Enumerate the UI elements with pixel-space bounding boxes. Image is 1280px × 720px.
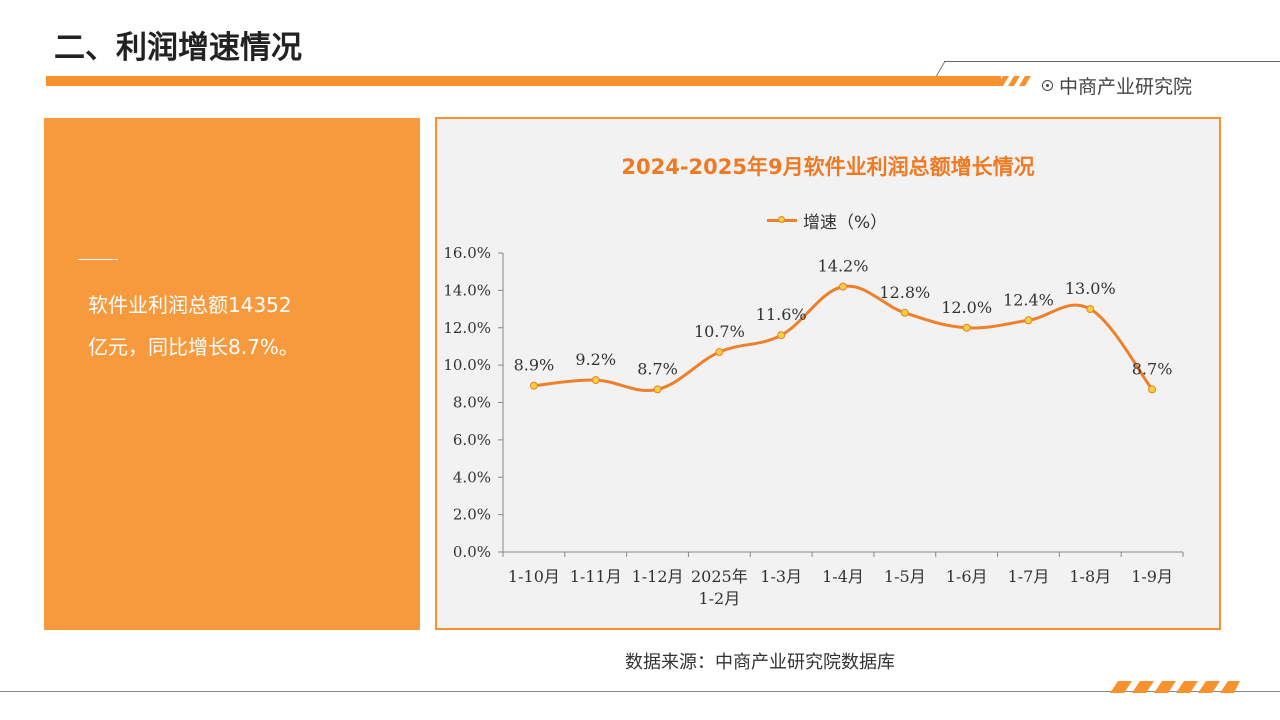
x-tick-label: 1-12月 bbox=[632, 567, 684, 586]
data-point bbox=[1024, 316, 1033, 325]
x-tick-label: 1-7月 bbox=[1008, 567, 1050, 586]
y-tick-label: 16.0% bbox=[443, 244, 491, 262]
y-tick-label: 10.0% bbox=[443, 356, 491, 374]
brand-name: 中商产业研究院 bbox=[1059, 76, 1193, 98]
target-icon bbox=[1042, 80, 1053, 91]
x-tick-label: 2025年 bbox=[691, 567, 748, 586]
data-point bbox=[1148, 385, 1157, 394]
data-label: 8.7% bbox=[637, 359, 678, 378]
data-point bbox=[962, 323, 971, 332]
y-tick-label: 6.0% bbox=[453, 431, 491, 449]
legend-line-marker-icon bbox=[767, 215, 797, 223]
page-title: 二、利润增速情况 bbox=[54, 30, 302, 66]
data-label: 14.2% bbox=[818, 257, 869, 276]
x-tick-label: 1-3月 bbox=[760, 567, 802, 586]
series-line bbox=[533, 284, 1154, 392]
chart-title: 2024-2025年9月软件业利润总额增长情况 bbox=[621, 155, 1035, 179]
chart-panel: 2024-2025年9月软件业利润总额增长情况 增速（%） 0.0% 2.0% 4.… bbox=[435, 117, 1221, 630]
data-point bbox=[715, 348, 724, 357]
data-source: 数据来源：中商产业研究院数据库 bbox=[625, 652, 895, 673]
data-label: 10.7% bbox=[694, 322, 745, 341]
data-label: 12.4% bbox=[1003, 290, 1054, 309]
x-tick-label: 1-9月 bbox=[1131, 567, 1173, 586]
chart-legend: 增速（%） bbox=[767, 208, 887, 233]
title-underline-bar bbox=[46, 76, 1001, 86]
data-label: 8.9% bbox=[514, 356, 555, 375]
data-point bbox=[900, 308, 909, 317]
header-thin-line-corner bbox=[935, 61, 946, 77]
footer-line bbox=[0, 691, 1280, 692]
data-point bbox=[1086, 305, 1095, 314]
data-point bbox=[653, 385, 662, 394]
x-tick-label: 1-2月 bbox=[698, 589, 740, 608]
y-tick-label: 12.0% bbox=[443, 319, 491, 337]
summary-text: 软件业利润总额14352 亿元，同比增长8.7%。 bbox=[88, 284, 388, 368]
data-point bbox=[839, 282, 847, 291]
data-point bbox=[529, 381, 538, 390]
data-point bbox=[777, 331, 786, 340]
data-label: 8.7% bbox=[1132, 359, 1173, 378]
x-tick-label: 1-4月 bbox=[822, 567, 864, 586]
y-tick-label: 4.0% bbox=[453, 468, 491, 486]
summary-line-2: 亿元，同比增长8.7%。 bbox=[88, 335, 299, 359]
y-tick-label: 14.0% bbox=[443, 281, 491, 299]
data-label: 13.0% bbox=[1065, 279, 1116, 298]
data-label: 11.6% bbox=[756, 305, 807, 324]
y-tick-label: 8.0% bbox=[453, 394, 491, 412]
header-thin-line bbox=[944, 61, 1280, 62]
brand-logo: 中商产业研究院 bbox=[1042, 72, 1192, 99]
legend-label: 增速（%） bbox=[803, 213, 888, 233]
data-label: 12.0% bbox=[941, 298, 992, 317]
y-tick-label: 2.0% bbox=[453, 506, 491, 524]
x-tick-label: 1-8月 bbox=[1069, 567, 1111, 586]
data-point bbox=[591, 376, 600, 385]
title-bar-stripes bbox=[997, 76, 1031, 86]
data-label: 12.8% bbox=[879, 283, 930, 302]
y-tick-label: 0.0% bbox=[453, 543, 491, 561]
x-tick-label: 1-5月 bbox=[884, 567, 926, 586]
data-label: 9.2% bbox=[575, 350, 616, 369]
line-chart: 0.0% 2.0% 4.0% 6.0% 8.0% 10.0% 12.0% 14.0% 16.0%… bbox=[443, 244, 1184, 608]
summary-line-1: 软件业利润总额14352 bbox=[88, 293, 292, 317]
summary-panel: 软件业利润总额14352 亿元，同比增长8.7%。 bbox=[44, 118, 420, 630]
footer-stripes bbox=[1110, 681, 1240, 693]
summary-divider bbox=[78, 259, 118, 260]
x-tick-label: 1-10月 bbox=[508, 567, 560, 586]
x-tick-label: 1-11月 bbox=[570, 567, 622, 586]
x-tick-label: 1-6月 bbox=[946, 567, 988, 586]
